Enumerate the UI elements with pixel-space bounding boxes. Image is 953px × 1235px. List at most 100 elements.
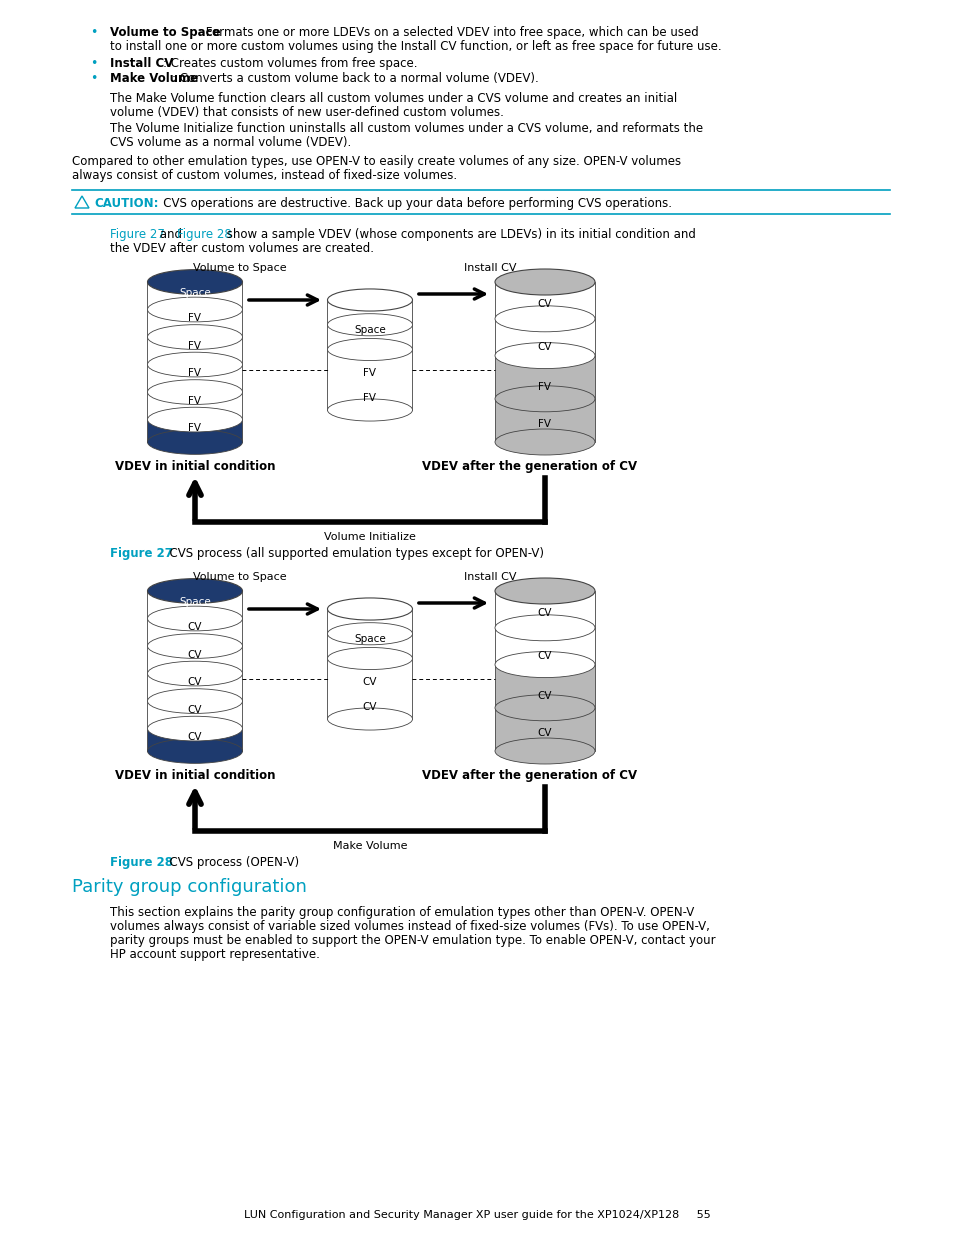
Text: •: •: [90, 72, 97, 85]
Polygon shape: [495, 708, 595, 751]
Text: and: and: [156, 228, 186, 241]
Ellipse shape: [327, 622, 412, 645]
Text: Install CV: Install CV: [110, 57, 173, 70]
Ellipse shape: [327, 598, 412, 620]
Text: show a sample VDEV (whose components are LDEVs) in its initial condition and: show a sample VDEV (whose components are…: [223, 228, 695, 241]
Ellipse shape: [148, 716, 242, 741]
Ellipse shape: [148, 739, 242, 763]
Text: FV: FV: [189, 424, 201, 433]
Text: This section explains the parity group configuration of emulation types other th: This section explains the parity group c…: [110, 906, 694, 919]
Text: CV: CV: [188, 732, 202, 742]
Ellipse shape: [148, 579, 242, 604]
Polygon shape: [148, 420, 242, 442]
Ellipse shape: [495, 429, 595, 454]
Text: CVS process (all supported emulation types except for OPEN-V): CVS process (all supported emulation typ…: [162, 547, 543, 559]
Ellipse shape: [148, 269, 242, 294]
Text: FV: FV: [537, 382, 551, 391]
Text: CAUTION:: CAUTION:: [94, 198, 158, 210]
Text: Volume to Space: Volume to Space: [193, 263, 287, 273]
Text: FV: FV: [363, 393, 376, 403]
Text: Space: Space: [354, 635, 385, 645]
Polygon shape: [327, 350, 412, 410]
Polygon shape: [148, 619, 242, 646]
Text: : Converts a custom volume back to a normal volume (VDEV).: : Converts a custom volume back to a nor…: [172, 72, 538, 85]
Text: Volume Initialize: Volume Initialize: [324, 532, 416, 542]
Text: Space: Space: [354, 325, 385, 335]
Ellipse shape: [327, 647, 412, 669]
Polygon shape: [327, 609, 412, 634]
Text: CV: CV: [537, 299, 552, 309]
Text: CV: CV: [188, 677, 202, 687]
Polygon shape: [148, 310, 242, 337]
Text: VDEV after the generation of CV: VDEV after the generation of CV: [422, 459, 637, 473]
Ellipse shape: [327, 399, 412, 421]
Text: FV: FV: [189, 314, 201, 324]
Text: CV: CV: [188, 650, 202, 659]
Text: VDEV after the generation of CV: VDEV after the generation of CV: [422, 769, 637, 782]
Text: LUN Configuration and Security Manager XP user guide for the XP1024/XP128     55: LUN Configuration and Security Manager X…: [243, 1210, 710, 1220]
Polygon shape: [148, 701, 242, 729]
Text: Volume to Space: Volume to Space: [110, 26, 220, 40]
Text: Volume to Space: Volume to Space: [193, 572, 287, 582]
Ellipse shape: [327, 314, 412, 336]
Text: Figure 28: Figure 28: [110, 856, 172, 869]
Text: VDEV in initial condition: VDEV in initial condition: [114, 769, 275, 782]
Ellipse shape: [495, 385, 595, 411]
Polygon shape: [495, 664, 595, 708]
Ellipse shape: [327, 708, 412, 730]
Text: Compared to other emulation types, use OPEN-V to easily create volumes of any si: Compared to other emulation types, use O…: [71, 156, 680, 168]
Polygon shape: [327, 300, 412, 325]
Polygon shape: [148, 729, 242, 751]
Ellipse shape: [148, 408, 242, 432]
Ellipse shape: [495, 615, 595, 641]
Ellipse shape: [495, 306, 595, 332]
Text: FV: FV: [537, 419, 551, 429]
Polygon shape: [148, 673, 242, 701]
Text: VDEV in initial condition: VDEV in initial condition: [114, 459, 275, 473]
Text: •: •: [90, 57, 97, 70]
Polygon shape: [495, 399, 595, 442]
Text: FV: FV: [189, 395, 201, 406]
Text: to install one or more custom volumes using the Install CV function, or left as : to install one or more custom volumes us…: [110, 40, 720, 53]
Text: FV: FV: [189, 341, 201, 351]
Polygon shape: [148, 364, 242, 391]
Text: Figure 27: Figure 27: [110, 228, 165, 241]
Text: CV: CV: [188, 622, 202, 632]
Text: : Creates custom volumes from free space.: : Creates custom volumes from free space…: [163, 57, 417, 70]
Polygon shape: [495, 356, 595, 399]
Text: Parity group configuration: Parity group configuration: [71, 878, 307, 897]
Text: FV: FV: [189, 368, 201, 378]
Text: always consist of custom volumes, instead of fixed-size volumes.: always consist of custom volumes, instea…: [71, 169, 456, 182]
Ellipse shape: [148, 379, 242, 404]
Ellipse shape: [495, 342, 595, 368]
Ellipse shape: [495, 739, 595, 764]
Polygon shape: [327, 658, 412, 719]
Ellipse shape: [148, 689, 242, 714]
Text: Figure 28: Figure 28: [177, 228, 232, 241]
Polygon shape: [148, 337, 242, 364]
Text: Space: Space: [179, 598, 211, 608]
Ellipse shape: [495, 652, 595, 678]
Text: CVS volume as a normal volume (VDEV).: CVS volume as a normal volume (VDEV).: [110, 136, 351, 149]
Polygon shape: [148, 646, 242, 673]
Polygon shape: [495, 319, 595, 356]
Polygon shape: [148, 592, 242, 619]
Ellipse shape: [148, 325, 242, 350]
Ellipse shape: [148, 298, 242, 322]
Polygon shape: [327, 325, 412, 350]
Text: volumes always consist of variable sized volumes instead of fixed-size volumes (: volumes always consist of variable sized…: [110, 920, 709, 932]
Text: CVS process (OPEN-V): CVS process (OPEN-V): [162, 856, 299, 869]
Polygon shape: [495, 627, 595, 664]
Text: Figure 27: Figure 27: [110, 547, 172, 559]
Text: volume (VDEV) that consists of new user-defined custom volumes.: volume (VDEV) that consists of new user-…: [110, 106, 503, 119]
Polygon shape: [148, 282, 242, 310]
Ellipse shape: [495, 269, 595, 295]
Text: FV: FV: [363, 368, 376, 378]
Text: Install CV: Install CV: [463, 263, 516, 273]
Text: CV: CV: [537, 651, 552, 661]
Text: Install CV: Install CV: [463, 572, 516, 582]
Text: CV: CV: [362, 701, 376, 711]
Text: CV: CV: [188, 705, 202, 715]
Text: the VDEV after custom volumes are created.: the VDEV after custom volumes are create…: [110, 242, 374, 254]
Text: CV: CV: [537, 727, 552, 737]
